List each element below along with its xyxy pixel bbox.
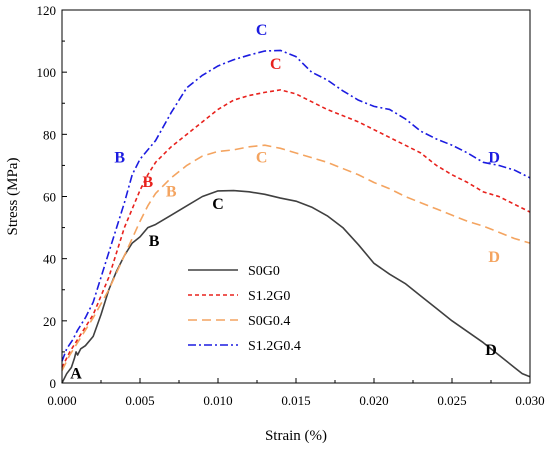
x-tick-label: 0.015 — [281, 393, 310, 408]
series-line-s1-2g0 — [61, 89, 531, 368]
stage-label-d: D — [485, 342, 497, 359]
x-tick-label: 0.000 — [47, 393, 76, 408]
series-layer — [61, 49, 531, 384]
legend: S0G0 S1.2G0 S0G0.4 S1.2G0.4 — [188, 264, 301, 354]
stage-label-b: B — [166, 184, 177, 201]
stage-label-c: C — [270, 56, 282, 73]
x-tick-label: 0.005 — [125, 393, 154, 408]
y-tick-label: 60 — [43, 190, 56, 205]
y-tick-label: 80 — [43, 127, 56, 142]
x-tick-label: 0.010 — [203, 393, 232, 408]
stage-label-d: D — [488, 249, 500, 266]
stage-label-c: C — [256, 22, 268, 39]
stage-label-a: A — [70, 365, 82, 382]
series-line-s0g0-4 — [61, 144, 531, 371]
x-axis-title: Strain (%) — [265, 428, 327, 444]
x-tick-label: 0.030 — [515, 393, 544, 408]
series-line-s1-2g0-4 — [61, 49, 531, 362]
y-axis-title: Stress (MPa) — [5, 158, 21, 236]
x-tick-label: 0.020 — [359, 393, 388, 408]
y-tick-label: 100 — [37, 65, 57, 80]
legend-label: S0G0 — [248, 264, 280, 279]
stage-label-b: B — [142, 174, 153, 191]
legend-label: S1.2G0 — [248, 289, 290, 304]
ticks-layer: 0.000 0.005 0.010 0.015 0.020 0.025 0.030 0 20 40… — [37, 3, 545, 408]
legend-label: S0G0.4 — [248, 314, 290, 329]
y-tick-label: 40 — [43, 252, 56, 267]
stage-label-b: B — [114, 149, 125, 166]
y-tick-label: 20 — [43, 314, 56, 329]
stage-label-d: D — [488, 149, 500, 166]
stage-label-c: C — [212, 196, 224, 213]
series-line-s0g0 — [61, 189, 531, 384]
y-tick-label: 0 — [50, 376, 57, 391]
stage-label-c: C — [256, 149, 268, 166]
x-tick-label: 0.025 — [437, 393, 466, 408]
annotations-layer: A B C D B C D B C B C D — [70, 22, 500, 382]
stage-label-b: B — [149, 233, 160, 250]
y-tick-label: 120 — [37, 3, 57, 18]
legend-label: S1.2G0.4 — [248, 339, 301, 354]
